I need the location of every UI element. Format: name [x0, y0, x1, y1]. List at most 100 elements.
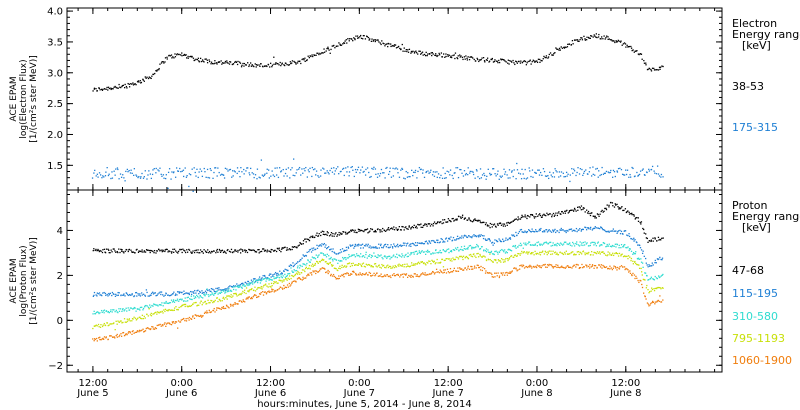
data-point — [457, 246, 459, 249]
data-point — [281, 279, 283, 282]
data-point — [352, 40, 354, 42]
data-point — [484, 174, 486, 177]
data-point — [193, 251, 196, 254]
data-point — [512, 234, 515, 236]
data-point — [507, 249, 509, 251]
data-point — [489, 222, 491, 225]
data-point — [478, 177, 481, 180]
data-point — [647, 68, 649, 71]
data-point — [184, 251, 187, 254]
data-point — [541, 244, 543, 246]
data-point — [503, 59, 505, 61]
data-point — [444, 177, 446, 179]
data-point — [236, 167, 239, 169]
data-point — [119, 320, 122, 322]
data-point — [107, 89, 109, 91]
data-point — [155, 167, 157, 170]
data-point — [325, 50, 327, 52]
data-point — [544, 263, 546, 266]
data-point — [544, 250, 546, 253]
data-point — [467, 173, 469, 176]
data-point — [374, 229, 376, 232]
data-point — [118, 248, 120, 250]
data-point — [569, 242, 571, 244]
data-point — [329, 52, 331, 54]
data-point — [447, 171, 450, 173]
data-point — [453, 220, 455, 222]
data-point — [176, 291, 179, 293]
data-point — [337, 278, 339, 280]
data-point — [263, 291, 266, 293]
data-point — [116, 87, 118, 89]
data-point — [512, 245, 515, 247]
data-point — [419, 251, 421, 254]
data-point — [531, 244, 533, 246]
data-point — [484, 256, 486, 258]
data-point — [326, 47, 328, 50]
data-point — [116, 250, 118, 253]
y-tick-label: 3.5 — [47, 37, 63, 48]
data-point — [229, 296, 231, 298]
data-point — [404, 178, 406, 180]
data-point — [201, 175, 204, 178]
data-point — [612, 40, 614, 42]
data-point — [257, 286, 259, 289]
data-point — [381, 256, 383, 259]
data-point — [254, 63, 256, 65]
data-point — [410, 228, 412, 230]
data-point — [511, 170, 513, 172]
data-point — [121, 85, 123, 88]
data-point — [594, 243, 596, 245]
data-point — [426, 261, 428, 264]
data-point — [123, 318, 126, 320]
data-point — [501, 274, 504, 276]
data-point — [564, 46, 566, 48]
data-point — [287, 269, 289, 272]
data-point — [471, 221, 474, 223]
data-point — [635, 50, 637, 52]
data-point — [105, 310, 108, 312]
data-point — [281, 62, 283, 64]
data-point — [188, 292, 190, 294]
data-point — [524, 243, 526, 246]
data-point — [157, 311, 160, 314]
data-point — [260, 291, 262, 294]
data-point — [289, 249, 292, 251]
data-point — [487, 168, 489, 170]
data-point — [536, 264, 539, 266]
data-point — [547, 242, 550, 245]
data-point — [92, 295, 95, 298]
data-point — [129, 293, 131, 296]
data-point — [270, 273, 272, 275]
data-point — [596, 36, 598, 39]
data-point — [523, 216, 525, 218]
data-point — [600, 173, 602, 176]
data-point — [273, 63, 275, 65]
data-point — [408, 48, 411, 50]
data-point — [97, 293, 99, 295]
data-point — [406, 276, 409, 279]
data-point — [285, 275, 288, 278]
data-point — [417, 275, 419, 277]
data-point — [559, 244, 561, 246]
data-point — [508, 258, 510, 260]
data-point — [448, 258, 450, 260]
data-point — [116, 311, 118, 313]
data-point — [113, 248, 115, 250]
data-point — [225, 304, 228, 306]
data-point — [312, 270, 314, 272]
data-point — [495, 272, 497, 274]
data-point — [442, 240, 445, 242]
data-point — [416, 253, 418, 255]
data-point — [383, 229, 386, 232]
data-point — [204, 171, 206, 173]
data-point — [355, 264, 357, 266]
data-point — [292, 275, 295, 278]
data-point — [171, 321, 174, 323]
data-point — [545, 214, 547, 217]
data-point — [291, 282, 293, 284]
data-point — [341, 266, 343, 269]
data-point — [179, 321, 182, 323]
data-point — [493, 223, 496, 225]
data-point — [502, 225, 505, 227]
